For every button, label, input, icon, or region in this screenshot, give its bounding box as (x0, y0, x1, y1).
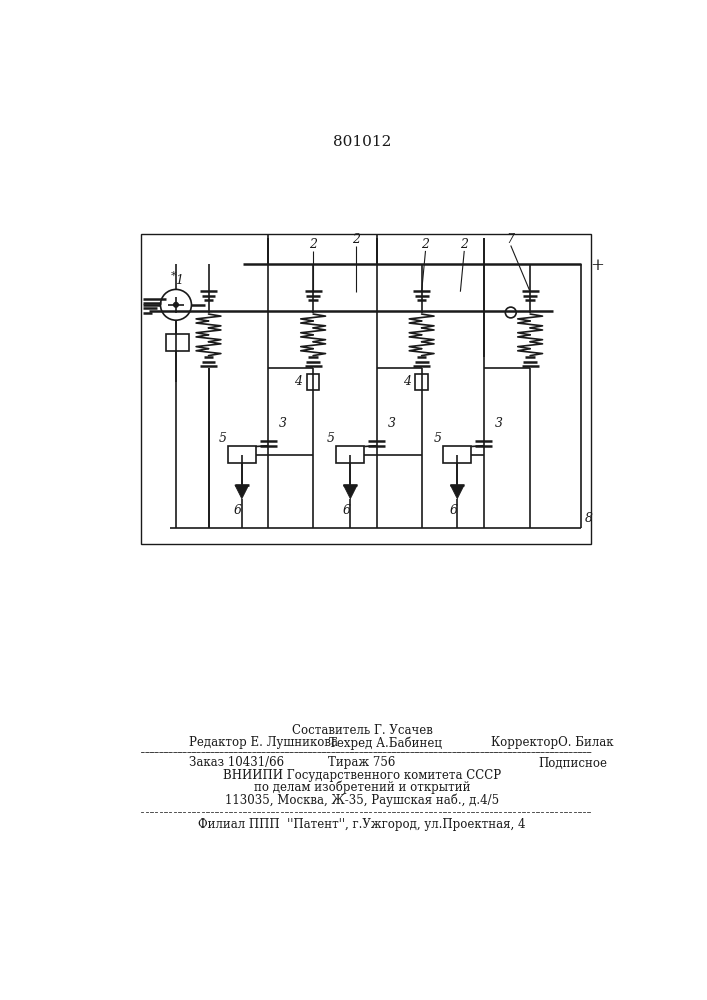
Text: КорректорО. Билак: КорректорО. Билак (491, 736, 614, 749)
Text: Подписное: Подписное (538, 756, 607, 769)
Text: 6: 6 (450, 504, 457, 517)
Polygon shape (450, 485, 464, 499)
Text: 5: 5 (434, 432, 442, 445)
Text: Заказ 10431/66: Заказ 10431/66 (189, 756, 284, 769)
Text: 3: 3 (279, 417, 287, 430)
Circle shape (174, 302, 178, 307)
Text: Тираж 756: Тираж 756 (328, 756, 396, 769)
Bar (416, 374, 428, 389)
Bar (337, 446, 364, 463)
Text: 2: 2 (352, 233, 360, 246)
Text: 4: 4 (403, 375, 411, 388)
Text: +: + (590, 257, 604, 274)
Text: 113035, Москва, Ж-35, Раушская наб., д.4/5: 113035, Москва, Ж-35, Раушская наб., д.4… (225, 793, 499, 807)
Text: ВНИИПИ Государственного комитета СССР: ВНИИПИ Государственного комитета СССР (223, 769, 501, 782)
Text: Редактор Е. Лушникова: Редактор Е. Лушникова (189, 736, 338, 749)
Text: 8: 8 (585, 512, 592, 525)
Text: 3: 3 (494, 417, 503, 430)
Text: 7: 7 (507, 233, 515, 246)
Bar (141, 234, 590, 544)
Text: Филиал ППП  ''Патент'', г.Ужгород, ул.Проектная, 4: Филиал ППП ''Патент'', г.Ужгород, ул.Про… (198, 818, 526, 831)
Text: 2: 2 (421, 238, 429, 251)
Text: 5: 5 (327, 432, 335, 445)
Text: Техред А.Бабинец: Техред А.Бабинец (329, 736, 442, 750)
Text: по делам изобретений и открытий: по делам изобретений и открытий (254, 781, 470, 794)
Text: *: * (171, 271, 177, 281)
Bar (166, 334, 189, 351)
Text: 801012: 801012 (333, 135, 391, 149)
Text: 4: 4 (294, 375, 303, 388)
Polygon shape (235, 485, 249, 499)
Text: 5: 5 (218, 432, 226, 445)
Text: 2: 2 (460, 238, 468, 251)
Text: 3: 3 (387, 417, 395, 430)
Bar (307, 374, 320, 389)
Bar (443, 446, 472, 463)
Text: 6: 6 (234, 504, 242, 517)
Bar (228, 446, 256, 463)
Text: 6: 6 (342, 504, 351, 517)
Text: 2: 2 (309, 238, 317, 251)
Polygon shape (344, 485, 357, 499)
Text: 1: 1 (175, 274, 183, 287)
Text: Составитель Г. Усачев: Составитель Г. Усачев (291, 724, 433, 737)
